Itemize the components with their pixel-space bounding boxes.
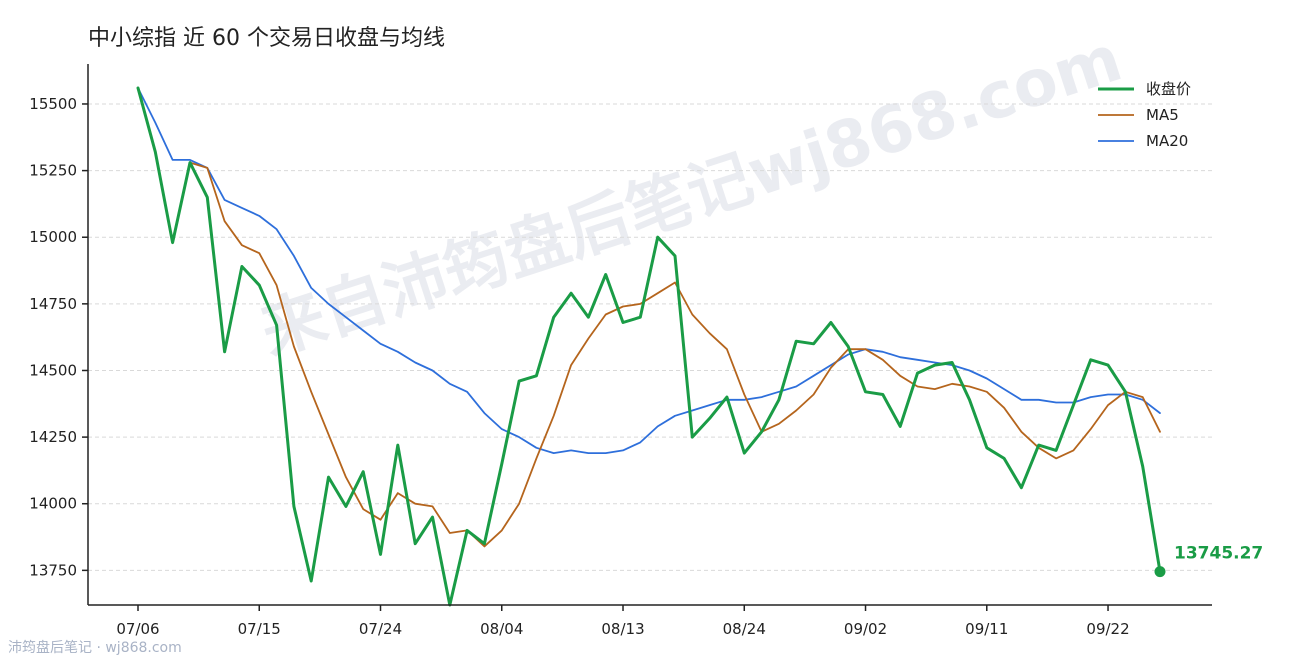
- x-tick-label-2: 07/24: [359, 620, 402, 638]
- y-tick-label-14500: 14500: [29, 361, 77, 379]
- x-tick-label-3: 08/04: [480, 620, 523, 638]
- legend-label-1: MA5: [1146, 106, 1179, 124]
- y-tick-label-15000: 15000: [29, 228, 77, 246]
- series-line-2: [137, 87, 1161, 455]
- y-tick-label-14750: 14750: [29, 295, 77, 313]
- x-tick-label-6: 09/02: [844, 620, 887, 638]
- x-tick-label-7: 09/11: [965, 620, 1008, 638]
- x-tick-label-8: 09/22: [1086, 620, 1129, 638]
- legend-label-0: 收盘价: [1146, 80, 1191, 98]
- series-line-1: [137, 87, 1161, 548]
- y-tick-labels: 13750 14000 14250 14500 14750 15000 15250 15500: [29, 95, 88, 579]
- y-tick-label-14000: 14000: [29, 495, 77, 513]
- series-lines: [136, 86, 1162, 607]
- grid-lines: [88, 103, 1212, 571]
- y-tick-label-13750: 13750: [29, 561, 77, 579]
- chart-title: 中小综指 近 60 个交易日收盘与均线: [88, 26, 445, 51]
- legend-label-2: MA20: [1146, 132, 1188, 150]
- y-tick-label-14250: 14250: [29, 428, 77, 446]
- series-line-0: [136, 86, 1162, 607]
- last-value-label: 13745.27: [1174, 544, 1263, 564]
- x-tick-label-0: 07/06: [116, 620, 159, 638]
- legend: 收盘价 MA5 MA20: [1098, 80, 1191, 150]
- x-tick-label-5: 08/24: [723, 620, 766, 638]
- y-tick-label-15250: 15250: [29, 162, 77, 180]
- last-value-point: [1154, 566, 1166, 578]
- x-tick-labels: 07/06 07/15 07/24 08/04 08/13 08/24 09/02 09/11…: [116, 605, 1130, 638]
- watermark: 来自沛筠盘后笔记wj868.com: [252, 22, 1130, 370]
- footer-credit: 沛筠盘后笔记 · wj868.com: [8, 639, 182, 656]
- y-tick-label-15500: 15500: [29, 95, 77, 113]
- x-tick-label-4: 08/13: [601, 620, 644, 638]
- x-tick-label-1: 07/15: [238, 620, 281, 638]
